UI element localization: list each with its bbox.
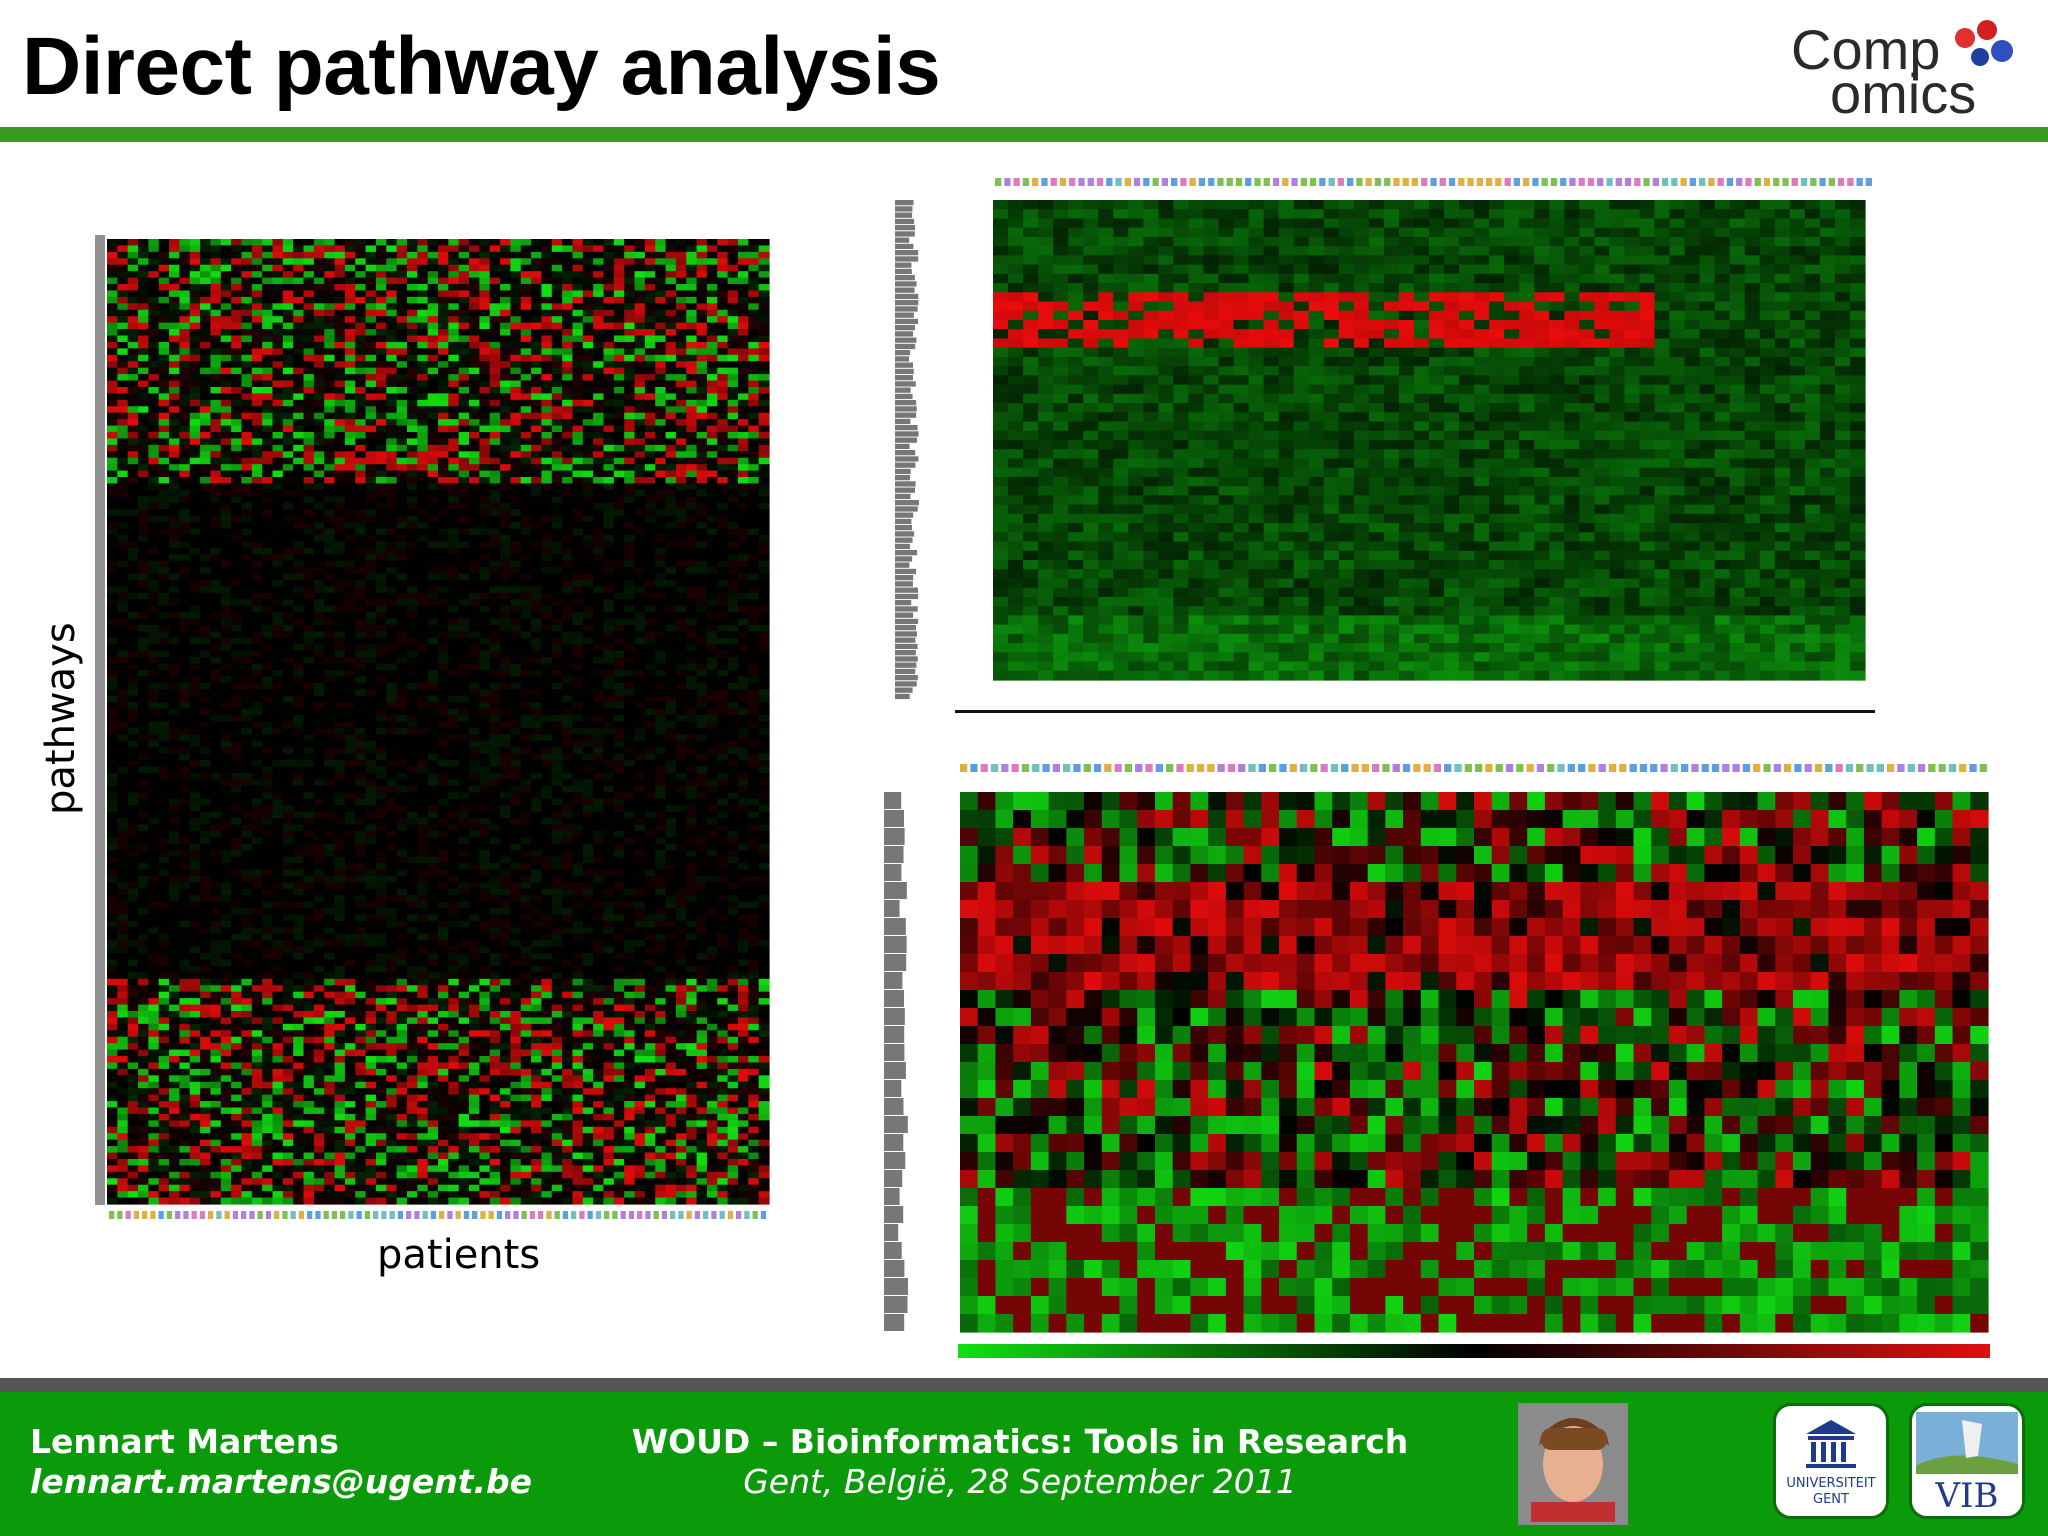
heatmap-cells <box>993 200 1866 681</box>
row-label-strip <box>884 792 908 1331</box>
author-name: Lennart Martens <box>30 1422 339 1461</box>
event-place-date: Gent, België, 28 September 2011 <box>743 1462 1297 1501</box>
ugent-building-icon <box>1806 1420 1856 1468</box>
logo-dot-icon <box>1955 28 1975 48</box>
vib-text: VIB <box>1935 1476 1999 1516</box>
logo-dot-icon <box>1977 20 1997 40</box>
presenter-photo <box>1518 1403 1628 1525</box>
footer-bar <box>0 1392 2048 1536</box>
logo-dot-icon <box>1991 40 2013 62</box>
column-label-strip <box>109 1211 767 1219</box>
title-divider <box>0 127 2048 142</box>
ugent-text-1: UNIVERSITEIT <box>1786 1476 1876 1491</box>
column-header-glyphs <box>960 764 1987 772</box>
color-scale-line <box>955 710 1875 713</box>
row-label-strip <box>895 200 919 700</box>
heatmap-cells <box>960 792 1989 1333</box>
column-header-glyphs <box>995 178 1872 186</box>
author-email: lennart.martens@ugent.be <box>30 1462 533 1501</box>
logo-dot-icon <box>1971 48 1989 66</box>
y-axis-label-pathways: pathways <box>38 622 84 815</box>
ugent-text-2: GENT <box>1813 1492 1849 1507</box>
color-scale-bar <box>958 1344 1990 1358</box>
vib-logo: VIB <box>1909 1403 2025 1519</box>
presenter-photo-icon <box>1521 1406 1625 1522</box>
compomics-logo: Comp omics <box>1785 14 2025 124</box>
logo-text-omics: omics <box>1830 62 1977 125</box>
ugent-logo: UNIVERSITEIT GENT <box>1773 1403 1889 1519</box>
logo-text-comp: Comp <box>1791 18 1941 81</box>
event-title: WOUD – Bioinformatics: Tools in Research <box>631 1422 1409 1461</box>
footer-divider <box>0 1378 2048 1392</box>
x-axis-label-patients: patients <box>377 1232 541 1278</box>
slide-title: Direct pathway analysis <box>22 21 941 112</box>
vib-emblem-icon <box>1916 1412 2018 1474</box>
row-label-strip <box>95 235 105 1205</box>
lipid-heatmap-bottom-right <box>884 764 1990 1358</box>
pathway-heatmap-top-right <box>895 178 1875 713</box>
pathway-heatmap-left <box>95 235 770 1219</box>
heatmap-cells <box>107 239 770 1205</box>
